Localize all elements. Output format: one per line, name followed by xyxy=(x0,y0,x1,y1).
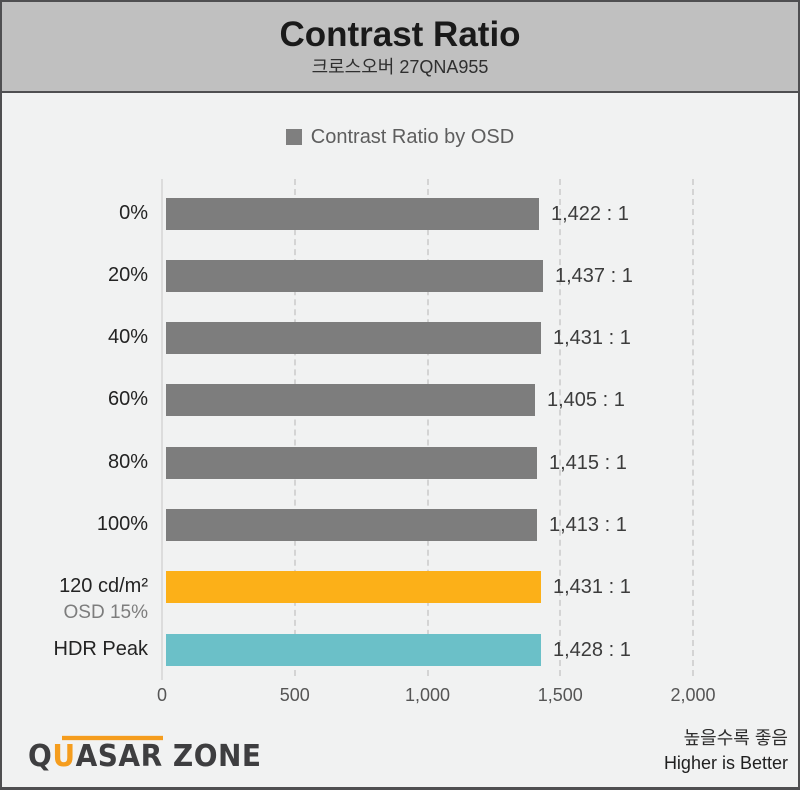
x-axis-tick-label: 0 xyxy=(156,685,167,705)
page-subtitle: 크로스오버 27QNA955 xyxy=(311,57,489,77)
category-label: 0% xyxy=(2,199,148,228)
gridline xyxy=(293,179,296,676)
bar xyxy=(166,633,541,666)
category-sublabel-text: OSD 15% xyxy=(63,602,148,624)
value-label: 1,413 : 1 xyxy=(549,514,627,536)
category-label: 20% xyxy=(2,261,148,290)
bar xyxy=(166,197,539,230)
footer-note: 높을수록 좋음 Higher is Better xyxy=(664,726,788,776)
category-label-text: 20% xyxy=(107,263,148,286)
gridline xyxy=(426,179,429,676)
category-label: 120 cd/m² OSD 15% xyxy=(2,572,148,624)
value-label: 1,431 : 1 xyxy=(553,576,631,599)
value-label: 1,405 : 1 xyxy=(547,389,625,412)
value-label: 1,422 : 1 xyxy=(551,202,629,225)
bar xyxy=(166,384,535,417)
logo-q: Q xyxy=(28,738,53,774)
page-title: Contrast Ratio xyxy=(279,15,521,54)
value-label: 1,428 : 1 xyxy=(553,638,631,661)
gridline xyxy=(559,179,562,676)
y-axis-line xyxy=(161,179,163,680)
category-label-text: HDR Peak xyxy=(53,637,148,660)
category-label: 100% xyxy=(2,510,148,539)
category-label-text: 100% xyxy=(96,513,148,535)
category-label-text: 80% xyxy=(107,450,148,473)
category-label: 40% xyxy=(2,323,148,352)
header-band: Contrast Ratio 크로스오버 27QNA955 xyxy=(2,2,798,93)
value-label: 1,437 : 1 xyxy=(555,264,633,287)
bar xyxy=(166,509,537,541)
bar xyxy=(166,446,537,479)
logo-u: U xyxy=(52,738,76,774)
value-label: 1,431 : 1 xyxy=(553,327,631,350)
logo-asar: ASAR xyxy=(75,738,163,774)
x-axis-tick-label: 1,000 xyxy=(404,685,451,705)
value-label: 1,415 : 1 xyxy=(549,451,627,474)
logo-zone: ZONE xyxy=(162,738,262,774)
category-label-text: 0% xyxy=(119,201,148,224)
bar xyxy=(166,259,543,292)
category-label: 60% xyxy=(2,385,148,414)
x-axis-tick-label: 500 xyxy=(279,685,310,705)
category-label-text: 120 cd/m² xyxy=(59,575,148,598)
x-axis-tick-label: 1,500 xyxy=(537,685,583,705)
category-label: 80% xyxy=(2,448,148,477)
category-label: HDR Peak xyxy=(2,635,148,664)
bar xyxy=(166,322,541,355)
category-label-text: 40% xyxy=(107,326,148,349)
footer-note-korean: 높을수록 좋음 xyxy=(683,728,788,748)
quasarzone-logo: QUASAR ZONE xyxy=(28,738,262,774)
legend-label: Contrast Ratio by OSD xyxy=(310,125,515,148)
legend: Contrast Ratio by OSD xyxy=(2,126,798,148)
bar xyxy=(166,571,541,604)
legend-swatch-icon xyxy=(285,129,302,145)
footer-note-english: Higher is Better xyxy=(663,753,788,773)
gridline xyxy=(692,179,694,676)
x-axis-tick-label: 2,000 xyxy=(670,685,716,705)
category-label-text: 60% xyxy=(107,388,148,411)
